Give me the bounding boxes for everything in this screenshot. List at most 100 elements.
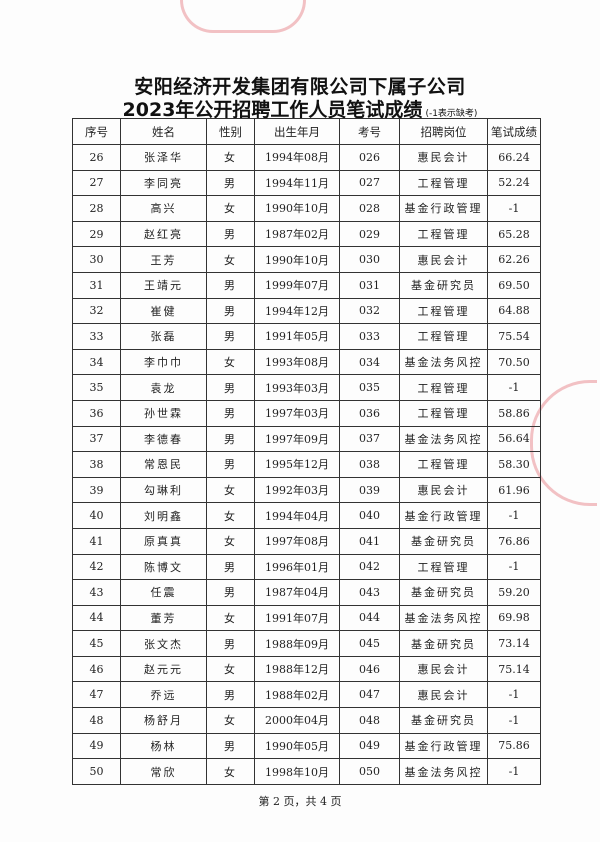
cell-exam-no: 050 xyxy=(339,758,400,785)
cell-exam-no: 031 xyxy=(339,271,400,299)
cell-birth: 1988年12月 xyxy=(254,655,340,683)
table-row: 29 赵红亮男 1987年02月 029 工程管理 65.28 xyxy=(72,220,541,248)
cell-score: 75.54 xyxy=(487,323,541,350)
cell-exam-no: 044 xyxy=(339,604,400,632)
cell-name: 刘明鑫 xyxy=(120,502,207,529)
cell-name: 孙世霖 xyxy=(120,399,207,427)
cell-name: 乔远 xyxy=(120,681,207,709)
cell-seq: 27 xyxy=(72,169,121,197)
cell-birth: 1990年10月 xyxy=(254,195,340,222)
cell-birth: 1992年03月 xyxy=(254,476,340,504)
cell-pos: 工程管理 xyxy=(399,323,488,350)
table-row: 42 陈博文男 1996年01月 042 工程管理 -1 xyxy=(72,553,541,581)
table-row: 44 董芳女 1991年07月 044 基金法务风控 69.98 xyxy=(72,604,541,632)
cell-seq: 26 xyxy=(72,144,121,171)
cell-birth: 1997年08月 xyxy=(254,527,340,555)
cell-sex: 女 xyxy=(206,348,255,376)
cell-score: -1 xyxy=(487,195,541,222)
column-header-score: 笔试成绩 xyxy=(487,118,541,145)
table-row: 36 孙世霖男 1997年03月 036 工程管理 58.86 xyxy=(72,399,541,427)
cell-name: 杨舒月 xyxy=(120,707,207,734)
cell-score: -1 xyxy=(487,553,541,581)
cell-pos: 基金研究员 xyxy=(399,271,488,299)
cell-sex: 男 xyxy=(206,681,255,709)
page-subtitle: 2023年公开招聘工作人员笔试成绩 (-1表示缺考) xyxy=(0,95,600,122)
cell-seq: 46 xyxy=(72,655,121,683)
cell-birth: 1996年01月 xyxy=(254,553,340,581)
cell-pos: 基金行政管理 xyxy=(399,732,488,760)
cell-name: 张泽华 xyxy=(120,144,207,171)
cell-exam-no: 045 xyxy=(339,630,400,657)
cell-birth: 1988年02月 xyxy=(254,681,340,709)
cell-birth: 1994年11月 xyxy=(254,169,340,197)
cell-score: -1 xyxy=(487,374,541,401)
cell-name: 李德春 xyxy=(120,425,207,453)
table-row: 50 常欣女 1998年10月 050 基金法务风控 -1 xyxy=(72,758,541,785)
cell-score: 58.86 xyxy=(487,399,541,427)
cell-pos: 惠民会计 xyxy=(399,681,488,709)
cell-name: 赵红亮 xyxy=(120,220,207,248)
cell-exam-no: 043 xyxy=(339,579,400,606)
column-header-sex: 性别 xyxy=(206,118,255,145)
cell-sex: 男 xyxy=(206,451,255,478)
cell-exam-no: 041 xyxy=(339,527,400,555)
table-header: 序号 姓名 性别 出生年月 考号 招聘岗位 笔试成绩 xyxy=(72,118,541,145)
cell-birth: 1988年09月 xyxy=(254,630,340,657)
cell-exam-no: 048 xyxy=(339,707,400,734)
cell-sex: 女 xyxy=(206,707,255,734)
table-row: 45 张文杰男 1988年09月 045 基金研究员 73.14 xyxy=(72,630,541,657)
cell-score: 69.50 xyxy=(487,271,541,299)
table-row: 26 张泽华女 1994年08月 026 惠民会计 66.24 xyxy=(72,144,541,171)
cell-sex: 男 xyxy=(206,323,255,350)
cell-score: 52.24 xyxy=(487,169,541,197)
cell-birth: 1994年08月 xyxy=(254,144,340,171)
cell-sex: 女 xyxy=(206,144,255,171)
cell-birth: 1987年02月 xyxy=(254,220,340,248)
cell-name: 赵元元 xyxy=(120,655,207,683)
cell-name: 勾琳利 xyxy=(120,476,207,504)
cell-birth: 2000年04月 xyxy=(254,707,340,734)
subtitle-text: 2023年公开招聘工作人员笔试成绩 xyxy=(122,99,423,121)
cell-exam-no: 032 xyxy=(339,297,400,325)
cell-sex: 女 xyxy=(206,246,255,273)
page-number: 第 2 页，共 4 页 xyxy=(258,795,342,808)
cell-exam-no: 030 xyxy=(339,246,400,273)
cell-score: 70.50 xyxy=(487,348,541,376)
cell-name: 张磊 xyxy=(120,323,207,350)
table-row: 41 原真真女 1997年08月 041 基金研究员 76.86 xyxy=(72,527,541,555)
cell-score: 58.30 xyxy=(487,451,541,478)
cell-pos: 工程管理 xyxy=(399,297,488,325)
cell-score: -1 xyxy=(487,758,541,785)
cell-pos: 基金研究员 xyxy=(399,579,488,606)
column-header-exam-no: 考号 xyxy=(339,118,400,145)
cell-name: 陈博文 xyxy=(120,553,207,581)
cell-pos: 惠民会计 xyxy=(399,476,488,504)
cell-pos: 工程管理 xyxy=(399,374,488,401)
cell-score: -1 xyxy=(487,502,541,529)
cell-score: 56.64 xyxy=(487,425,541,453)
cell-exam-no: 034 xyxy=(339,348,400,376)
cell-pos: 惠民会计 xyxy=(399,144,488,171)
cell-exam-no: 046 xyxy=(339,655,400,683)
cell-seq: 28 xyxy=(72,195,121,222)
cell-exam-no: 038 xyxy=(339,451,400,478)
cell-birth: 1998年10月 xyxy=(254,758,340,785)
cell-name: 李同亮 xyxy=(120,169,207,197)
cell-exam-no: 028 xyxy=(339,195,400,222)
table-row: 33 张磊男 1991年05月 033 工程管理 75.54 xyxy=(72,323,541,350)
cell-seq: 29 xyxy=(72,220,121,248)
cell-name: 王芳 xyxy=(120,246,207,273)
table-row: 37 李德春男 1997年09月 037 基金法务风控 56.64 xyxy=(72,425,541,453)
cell-exam-no: 039 xyxy=(339,476,400,504)
cell-birth: 1994年12月 xyxy=(254,297,340,325)
table-row: 43 任震男 1987年04月 043 基金研究员 59.20 xyxy=(72,579,541,606)
cell-exam-no: 033 xyxy=(339,323,400,350)
cell-score: -1 xyxy=(487,681,541,709)
cell-birth: 1997年09月 xyxy=(254,425,340,453)
cell-score: 75.14 xyxy=(487,655,541,683)
table-row: 46 赵元元女 1988年12月 046 惠民会计 75.14 xyxy=(72,655,541,683)
cell-sex: 男 xyxy=(206,732,255,760)
cell-pos: 工程管理 xyxy=(399,553,488,581)
cell-name: 董芳 xyxy=(120,604,207,632)
cell-pos: 基金研究员 xyxy=(399,707,488,734)
